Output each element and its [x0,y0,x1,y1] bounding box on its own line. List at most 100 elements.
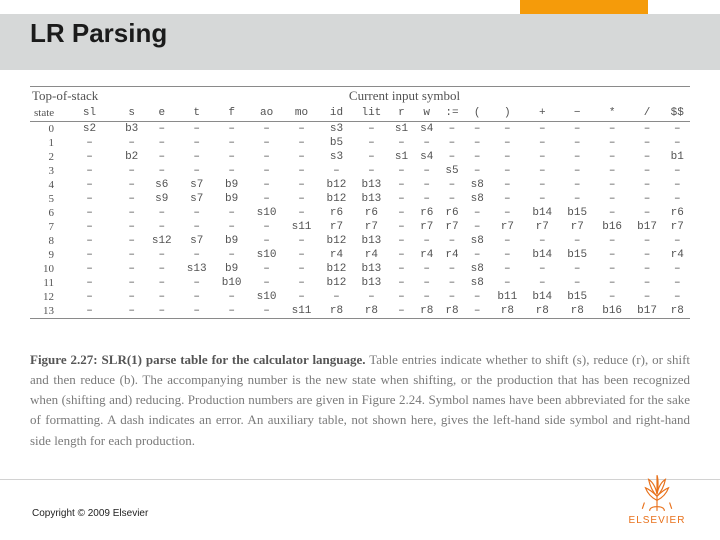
cell: b9 [214,234,249,248]
cell: – [490,276,525,290]
cell: r8 [490,304,525,319]
cell: – [284,164,319,178]
cell: b11 [490,290,525,304]
cell: – [144,206,179,220]
cell: – [179,220,214,234]
cell: – [284,150,319,164]
cell: s3 [319,150,354,164]
cell: – [214,136,249,150]
cell: s11 [284,304,319,319]
cell: b15 [560,206,595,220]
cell: – [630,262,665,276]
cell: b15 [560,248,595,262]
cell: – [630,192,665,206]
cell: s1 [389,122,414,137]
cell: – [179,206,214,220]
column-header: ( [465,106,490,122]
cell: – [144,304,179,319]
cell: s3 [319,122,354,137]
table-row: 4––s6s7b9––b12b13–––s8–––––– [30,178,690,192]
cell: – [214,150,249,164]
cell: – [60,304,119,319]
cell: r6 [414,206,439,220]
cell: – [389,164,414,178]
cell: – [214,164,249,178]
column-header: lit [354,106,389,122]
cell: s12 [144,234,179,248]
parse-table-figure: Top-of-stack Current input symbol state … [30,86,690,319]
cell: – [119,164,144,178]
state-label: state [30,106,60,122]
cell: – [144,290,179,304]
cell: – [249,122,284,137]
cell: – [414,262,439,276]
header-current-input: Current input symbol [119,87,690,107]
cell: – [630,164,665,178]
cell: r7 [525,220,560,234]
cell: – [465,220,490,234]
column-header-row: state slsetfaomoidlitrw:=()+−*/$$ [30,106,690,122]
table-row: 7––––––s11r7r7–r7r7–r7r7r7b16b17r7 [30,220,690,234]
cell: b12 [319,234,354,248]
cell: s8 [465,178,490,192]
cell: – [439,234,464,248]
table-row: 5––s9s7b9––b12b13–––s8–––––– [30,192,690,206]
cell: – [284,122,319,137]
cell: – [665,122,690,137]
cell: – [144,164,179,178]
cell: – [595,234,630,248]
cell: r4 [319,248,354,262]
table-row: 2–b2–––––s3–s1s4–––––––b1 [30,150,690,164]
cell: – [284,276,319,290]
column-header: ) [490,106,525,122]
cell: – [179,150,214,164]
cell: – [525,122,560,137]
cell: – [389,178,414,192]
cell: b13 [354,234,389,248]
cell: – [179,164,214,178]
caption-lead: Figure 2.27: SLR(1) parse table for the … [30,352,366,367]
cell: s13 [179,262,214,276]
cell: – [595,192,630,206]
cell: – [354,122,389,137]
cell: – [465,206,490,220]
cell: – [630,248,665,262]
column-header: / [630,106,665,122]
cell: – [60,164,119,178]
cell: r8 [354,304,389,319]
cell: b3 [119,122,144,137]
cell: – [249,136,284,150]
cell: b14 [525,206,560,220]
cell: – [354,164,389,178]
column-header: * [595,106,630,122]
cell: – [630,178,665,192]
cell: – [249,234,284,248]
cell: – [525,192,560,206]
table-row: 11––––b10––b12b13–––s8–––––– [30,276,690,290]
cell: b14 [525,248,560,262]
cell: – [354,136,389,150]
cell: – [179,248,214,262]
cell: – [630,136,665,150]
cell: – [389,234,414,248]
cell: – [439,136,464,150]
cell: r6 [665,206,690,220]
cell: – [214,206,249,220]
cell: – [119,136,144,150]
cell: – [144,150,179,164]
cell: – [214,290,249,304]
cell: s1 [389,150,414,164]
cell: – [439,192,464,206]
header-top-of-stack: Top-of-stack [30,87,119,107]
row-number: 13 [30,304,60,319]
cell: – [389,276,414,290]
cell: r4 [354,248,389,262]
cell: r7 [439,220,464,234]
cell: – [595,164,630,178]
cell: – [179,304,214,319]
cell: s2 [60,122,119,137]
cell: – [665,178,690,192]
row-number: 10 [30,262,60,276]
cell: – [490,234,525,248]
cell: b13 [354,276,389,290]
